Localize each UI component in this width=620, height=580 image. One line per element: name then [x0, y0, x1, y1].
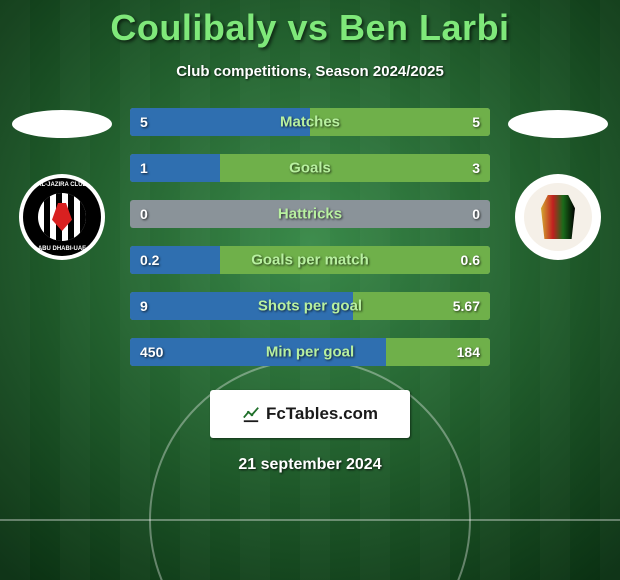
stat-row: 9 Shots per goal 5.67: [130, 292, 490, 320]
source-name: FcTables.com: [266, 404, 378, 424]
stat-val-right: 184: [457, 344, 480, 360]
subtitle: Club competitions, Season 2024/2025: [176, 63, 444, 80]
stat-label: Goals: [289, 160, 331, 177]
page-title: Coulibaly vs Ben Larbi: [110, 7, 509, 49]
comparison-card: Coulibaly vs Ben Larbi Club competitions…: [0, 0, 620, 580]
stat-val-left: 0: [140, 206, 148, 222]
stat-row: 0 Hattricks 0: [130, 200, 490, 228]
player-left-placeholder: [12, 110, 112, 138]
club-left-badge: AL-JAZIRA CLUB ABU DHABI-UAE: [19, 174, 105, 260]
source-logo: FcTables.com: [210, 390, 410, 438]
stat-row: 450 Min per goal 184: [130, 338, 490, 366]
stat-val-left: 1: [140, 160, 148, 176]
player-left-name: Coulibaly: [110, 7, 277, 48]
stat-label: Min per goal: [266, 344, 354, 361]
player-right-placeholder: [508, 110, 608, 138]
stats-bars: 5 Matches 5 1 Goals 3 0 Hattricks 0 0.2 Goals per …: [130, 108, 490, 366]
stat-label: Matches: [280, 114, 340, 131]
right-side: [508, 110, 608, 260]
stat-label: Shots per goal: [258, 298, 362, 315]
stat-val-right: 5.67: [453, 298, 480, 314]
left-side: AL-JAZIRA CLUB ABU DHABI-UAE: [12, 110, 112, 260]
stat-val-right: 3: [472, 160, 480, 176]
stat-val-right: 0: [472, 206, 480, 222]
stat-row: 5 Matches 5: [130, 108, 490, 136]
stat-val-right: 5: [472, 114, 480, 130]
stat-val-left: 450: [140, 344, 163, 360]
chart-icon: [242, 405, 260, 423]
stat-val-left: 0.2: [140, 252, 159, 268]
title-vs: vs: [287, 7, 328, 48]
player-right-name: Ben Larbi: [339, 7, 510, 48]
date: 21 september 2024: [238, 456, 381, 474]
stat-val-left: 9: [140, 298, 148, 314]
stat-val-right: 0.6: [461, 252, 480, 268]
stat-fill-right: [220, 154, 490, 182]
club-right-badge: [515, 174, 601, 260]
stat-label: Goals per match: [251, 252, 369, 269]
content-row: AL-JAZIRA CLUB ABU DHABI-UAE 5 Matches 5 1 G…: [12, 108, 608, 366]
stat-val-left: 5: [140, 114, 148, 130]
stat-label: Hattricks: [278, 206, 342, 223]
stat-row: 0.2 Goals per match 0.6: [130, 246, 490, 274]
stat-row: 1 Goals 3: [130, 154, 490, 182]
